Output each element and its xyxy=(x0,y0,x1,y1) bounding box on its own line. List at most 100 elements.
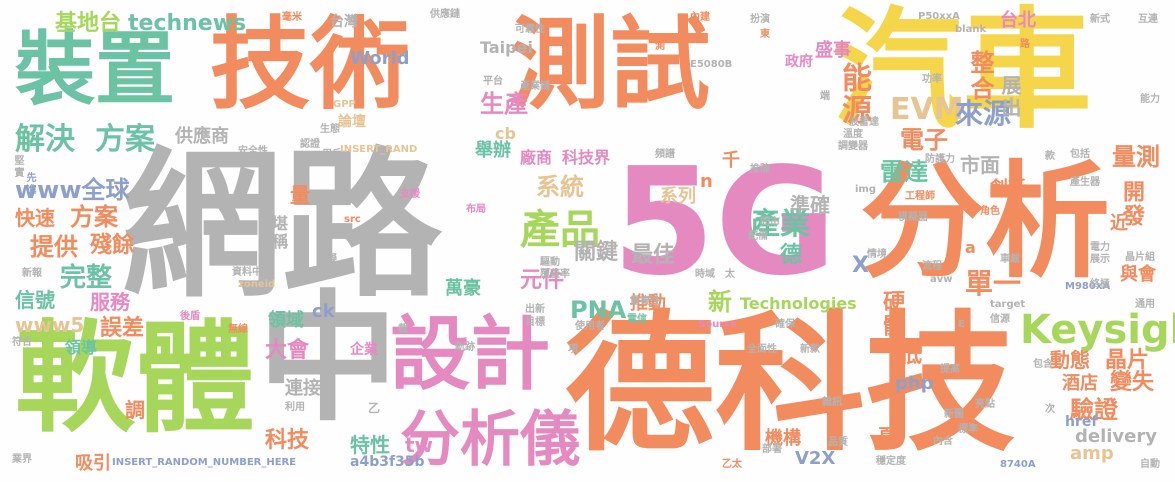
word-industry: 產業 xyxy=(750,207,810,242)
word-8740a: 8740A xyxy=(1000,459,1036,470)
word-5g: 5G xyxy=(612,136,837,308)
word-quantity: 量 xyxy=(290,183,310,207)
word-end: 端 xyxy=(820,91,830,102)
word-capability: 能力 xyxy=(1140,94,1160,105)
word-new-figure: 新圖 xyxy=(944,409,964,420)
word-php: php xyxy=(895,373,934,394)
word-equip: 配備 xyxy=(748,231,768,242)
word-driver: 驅動 xyxy=(540,257,560,268)
word-e5080b: E5080B xyxy=(690,59,733,70)
word-target: 目標 xyxy=(525,317,545,328)
word-dong: 東 xyxy=(760,29,770,40)
word-conference: 大會 xyxy=(265,338,310,363)
word-v2x: V2X xyxy=(795,448,836,469)
word-lu: 路 xyxy=(1020,39,1030,50)
word-technology: 技術 xyxy=(210,6,410,123)
word-general: 通用 xyxy=(1135,299,1155,310)
word-ethernet: 乙太 xyxy=(722,459,742,470)
word-built-in: 內含 xyxy=(933,436,953,447)
word-item: 項 xyxy=(568,344,578,355)
word-test: 測試 xyxy=(510,6,710,123)
word-new-release: 出新 xyxy=(525,304,545,315)
word-play-role: 扮演 xyxy=(750,14,770,25)
word-ultimate: 終極 xyxy=(1090,279,1110,290)
word-blank: blank xyxy=(955,24,987,35)
word-chipset: 晶片組 xyxy=(1125,252,1155,263)
word-include: 包括 xyxy=(1070,149,1090,160)
word-quality: 品質 xyxy=(828,437,848,448)
word-thousand: 千 xyxy=(722,150,740,171)
word-zoneid: zoneid xyxy=(238,279,276,290)
word-taiwan: 台灣 xyxy=(330,14,358,30)
word-service: 服務 xyxy=(90,290,130,314)
word-ensure: 確保 xyxy=(775,319,795,330)
word-advanced: 先進 xyxy=(24,172,35,196)
word-key: 關鍵 xyxy=(574,240,619,265)
word-millimeter: 毫米 xyxy=(282,12,302,23)
word-comprehensive: 全面性 xyxy=(747,344,777,355)
word-noise: 雜訊 xyxy=(822,397,842,408)
word-backing: 後盾 xyxy=(180,311,200,322)
word-embedded: 內建 xyxy=(690,12,710,23)
word-radar: 雷達 xyxy=(880,158,928,186)
word-conform: 符合 xyxy=(12,337,32,348)
word-wave-radar: 波雷達 xyxy=(849,117,879,128)
word-power: 電力 xyxy=(1090,242,1110,253)
word-e: E xyxy=(958,319,965,330)
word-base-station: 基地台 xyxy=(55,11,122,36)
word-n: n xyxy=(700,171,713,192)
word-taipei: Taipei xyxy=(480,38,533,57)
word-times: 次 xyxy=(1045,404,1055,415)
word-characteristic: 特性 xyxy=(350,433,390,457)
word-too: 太 xyxy=(725,269,735,280)
word-emulator: 模擬器 xyxy=(898,212,928,223)
word-generator: 產生器 xyxy=(1070,177,1100,188)
word-time-domain: 時域 xyxy=(695,269,715,280)
word-tech-industry: 科技界 xyxy=(562,148,611,167)
word-measurement: 量測 xyxy=(1112,143,1160,171)
word-insert-rand: INSERT_RAND xyxy=(340,144,418,155)
word-technews: technews xyxy=(128,11,247,36)
word-telecom: 電信 xyxy=(627,314,647,325)
word-new: 新 xyxy=(708,288,732,316)
word-world: World xyxy=(350,48,410,69)
word-series: 系列 xyxy=(660,186,696,207)
word-middle: 中 xyxy=(258,278,399,441)
word-plan: 方案 xyxy=(95,122,155,157)
word-utilize: 利用 xyxy=(285,402,305,413)
word-system: 系統 xyxy=(536,173,584,201)
word-domain: 領域 xyxy=(268,310,304,331)
word-ecosystem: 生態 xyxy=(320,124,340,135)
word-connect: 連接 xyxy=(285,378,321,399)
word-science: 科技 xyxy=(265,428,310,453)
word-industry-circle: 業界 xyxy=(12,454,32,465)
word-www-global: www全球 xyxy=(15,176,130,204)
word-hardware: 硬體 xyxy=(879,290,904,338)
word-platform: 平台 xyxy=(483,76,503,87)
word-source: 來源 xyxy=(955,97,1012,130)
word-ck: ck xyxy=(312,301,335,322)
word-stability: 穩定度 xyxy=(876,456,906,467)
word-power-rate: 功率 xyxy=(922,74,942,85)
word-page: 頁 xyxy=(878,426,896,447)
word-chip: 晶片 xyxy=(1105,348,1150,373)
word-trajectory: 軌跡 xyxy=(455,342,475,353)
word-analysis: 分析 xyxy=(860,150,1110,295)
word-scenario: 情境 xyxy=(867,249,887,260)
word-protection: 防護力 xyxy=(925,154,955,165)
word-loss: 變失 xyxy=(1110,370,1155,395)
word-electronics: 電子 xyxy=(900,126,948,154)
word-signal-source: 信源 xyxy=(990,314,1010,325)
word-gpp: GPP xyxy=(333,99,356,110)
word-ce: 測 xyxy=(655,41,665,52)
word-simulate: 模擬 xyxy=(317,254,337,265)
word-innovation: 創新 xyxy=(990,178,1026,199)
word-attend: 與會 xyxy=(1120,264,1156,285)
word-avw: avw xyxy=(930,274,953,285)
word-product: 產品 xyxy=(520,207,600,253)
word-spectrum: 頻譜 xyxy=(655,149,675,160)
word-dynamic: 動態 xyxy=(1050,348,1090,372)
word-evm: EVM xyxy=(890,92,964,127)
word-verification: 驗證 xyxy=(1070,396,1118,424)
word-security: 安全性 xyxy=(238,146,268,157)
